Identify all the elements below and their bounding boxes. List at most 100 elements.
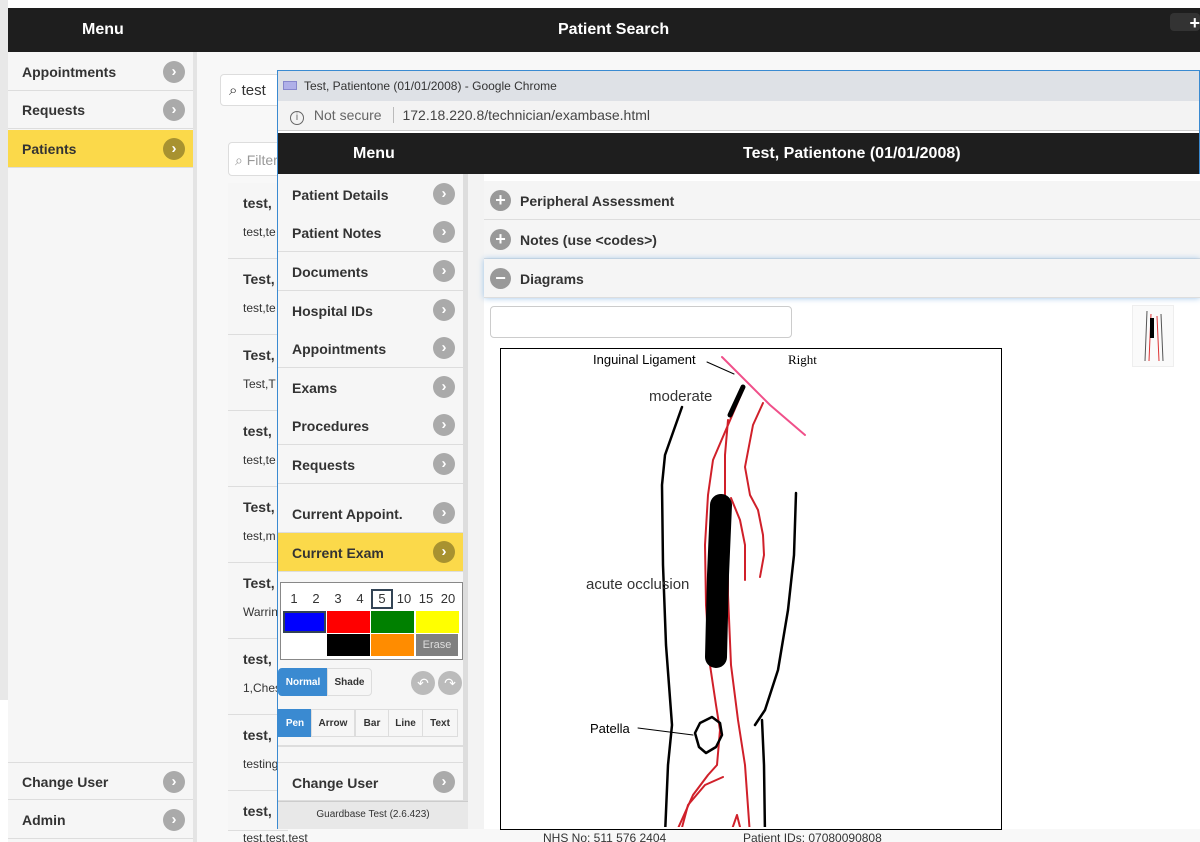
card-sub: testing bbox=[243, 757, 279, 771]
artery-right bbox=[724, 419, 751, 827]
left-edge bbox=[0, 0, 8, 700]
chevron-right-icon: › bbox=[163, 99, 185, 121]
minus-circle-icon: − bbox=[490, 268, 511, 289]
popup-change-user[interactable]: Change User › bbox=[278, 762, 463, 801]
pen-size-4[interactable]: 4 bbox=[356, 591, 364, 606]
nav-label: Procedures bbox=[292, 418, 370, 434]
card-title: test, bbox=[243, 423, 272, 439]
card-sub: test,test,test bbox=[243, 831, 308, 842]
diagram-name-input[interactable] bbox=[490, 306, 792, 338]
color-swatch[interactable] bbox=[283, 634, 326, 656]
label-side: Right bbox=[788, 352, 817, 367]
tool-line-button[interactable]: Line bbox=[388, 709, 423, 737]
tool-bar-button[interactable]: Bar bbox=[355, 709, 389, 737]
color-swatch[interactable] bbox=[371, 634, 414, 656]
pen-size-5[interactable]: 5 bbox=[371, 589, 393, 609]
label-inguinal: Inguinal Ligament bbox=[593, 352, 696, 367]
color-swatch[interactable] bbox=[371, 611, 414, 633]
popup-nav-patient-notes[interactable]: Patient Notes › bbox=[278, 213, 463, 252]
popup-nav-appointments[interactable]: Appointments › bbox=[278, 329, 463, 368]
info-icon[interactable]: i bbox=[290, 111, 304, 125]
sidebar-item-label: Requests bbox=[22, 102, 86, 118]
url-text[interactable]: 172.18.220.8/technician/exambase.html bbox=[402, 107, 650, 123]
nav-label: Requests bbox=[292, 457, 356, 473]
mode-normal-button[interactable]: Normal bbox=[278, 668, 328, 696]
undo-icon[interactable]: ↶ bbox=[411, 671, 435, 695]
sidebar-item-label: Admin bbox=[22, 812, 66, 828]
popup-menu-title: Menu bbox=[353, 145, 395, 162]
outer-header: Menu Patient Search + bbox=[8, 8, 1200, 52]
color-swatch[interactable] bbox=[283, 611, 326, 633]
chevron-right-icon: › bbox=[433, 541, 455, 563]
card-title: Test, bbox=[243, 575, 275, 591]
popup-nav-exams[interactable]: Exams › bbox=[278, 368, 463, 407]
label-patella: Patella bbox=[590, 721, 630, 736]
nav-label: Current Appoint. bbox=[292, 506, 403, 522]
nav-label: Current Exam bbox=[292, 545, 384, 561]
card-sub: test,te bbox=[243, 453, 276, 467]
popup-nav-patient-details[interactable]: Patient Details › bbox=[278, 175, 463, 214]
pen-size-10[interactable]: 10 bbox=[396, 591, 412, 606]
section-1[interactable]: + Notes (use <codes>) bbox=[484, 220, 1200, 259]
popup-nav-procedures[interactable]: Procedures › bbox=[278, 406, 463, 445]
sidebar-item-admin[interactable]: Admin › bbox=[8, 801, 193, 839]
artery-small bbox=[730, 497, 746, 581]
card-title: Test, bbox=[243, 271, 275, 287]
outer-menu-title: Menu bbox=[82, 21, 124, 38]
section-2[interactable]: − Diagrams bbox=[484, 259, 1200, 298]
tool-arrow-button[interactable]: Arrow bbox=[311, 709, 355, 737]
sidebar-item-change-user[interactable]: Change User › bbox=[8, 762, 193, 800]
nhs-number: NHS No: 511 576 2404 bbox=[543, 831, 667, 842]
moderate-mark bbox=[727, 384, 746, 418]
sidebar-item-patients[interactable]: Patients › bbox=[8, 130, 193, 168]
color-swatch[interactable] bbox=[416, 611, 459, 633]
card-sub: test,te bbox=[243, 301, 276, 315]
chevron-right-icon: › bbox=[433, 771, 455, 793]
patella-outline bbox=[693, 715, 724, 755]
sidebar-item-appointments[interactable]: Appointments › bbox=[8, 53, 193, 91]
card-title: Test, bbox=[243, 347, 275, 363]
search-value: test bbox=[241, 82, 266, 99]
label-moderate: moderate bbox=[649, 388, 713, 405]
address-bar[interactable]: i Not secure 172.18.220.8/technician/exa… bbox=[278, 101, 1199, 131]
pen-size-20[interactable]: 20 bbox=[440, 591, 456, 606]
chevron-right-icon: › bbox=[163, 771, 185, 793]
pen-size-15[interactable]: 15 bbox=[418, 591, 434, 606]
chevron-right-icon: › bbox=[433, 453, 455, 475]
filter-placeholder: Filter bbox=[246, 152, 278, 168]
popup-nav-hospital-ids[interactable]: Hospital IDs › bbox=[278, 291, 463, 330]
chevron-right-icon: › bbox=[433, 502, 455, 524]
card-sub: test,m bbox=[243, 529, 276, 543]
card-sub: test,te bbox=[243, 225, 276, 239]
tool-text-button[interactable]: Text bbox=[422, 709, 458, 737]
color-swatch[interactable] bbox=[327, 611, 370, 633]
color-swatch[interactable] bbox=[327, 634, 370, 656]
security-label: Not secure bbox=[313, 107, 382, 123]
artery-branch bbox=[744, 402, 765, 578]
popup-nav-requests[interactable]: Requests › bbox=[278, 445, 463, 484]
tool-pen-button[interactable]: Pen bbox=[278, 709, 312, 737]
outer-page-title: Patient Search bbox=[558, 21, 670, 38]
popup-nav-documents[interactable]: Documents › bbox=[278, 252, 463, 291]
chevron-right-icon: › bbox=[433, 221, 455, 243]
leg-drawing bbox=[637, 356, 806, 827]
diagram-thumbnail[interactable] bbox=[1132, 305, 1174, 367]
pen-size-3[interactable]: 3 bbox=[334, 591, 342, 606]
erase-button[interactable]: Erase bbox=[416, 634, 458, 656]
section-0[interactable]: + Peripheral Assessment bbox=[484, 181, 1200, 220]
mode-shade-button[interactable]: Shade bbox=[327, 668, 372, 696]
patient-title: Test, Patientone (01/01/2008) bbox=[743, 145, 961, 162]
inguinal-line bbox=[721, 356, 806, 436]
pen-size-2[interactable]: 2 bbox=[312, 591, 320, 606]
plus-icon[interactable]: + bbox=[1170, 13, 1200, 33]
popup-header: Menu Test, Patientone (01/01/2008) bbox=[278, 133, 1199, 174]
diagram-canvas[interactable] bbox=[500, 348, 1002, 830]
redo-icon[interactable]: ↷ bbox=[438, 671, 462, 695]
popup-nav-current-appoint-[interactable]: Current Appoint. › bbox=[278, 494, 463, 533]
pen-size-1[interactable]: 1 bbox=[290, 591, 298, 606]
card-title: test, bbox=[243, 803, 272, 819]
chevron-right-icon: › bbox=[433, 299, 455, 321]
artery-lower bbox=[681, 776, 742, 827]
popup-nav-current-exam[interactable]: Current Exam › bbox=[278, 533, 463, 572]
sidebar-item-requests[interactable]: Requests › bbox=[8, 91, 193, 129]
